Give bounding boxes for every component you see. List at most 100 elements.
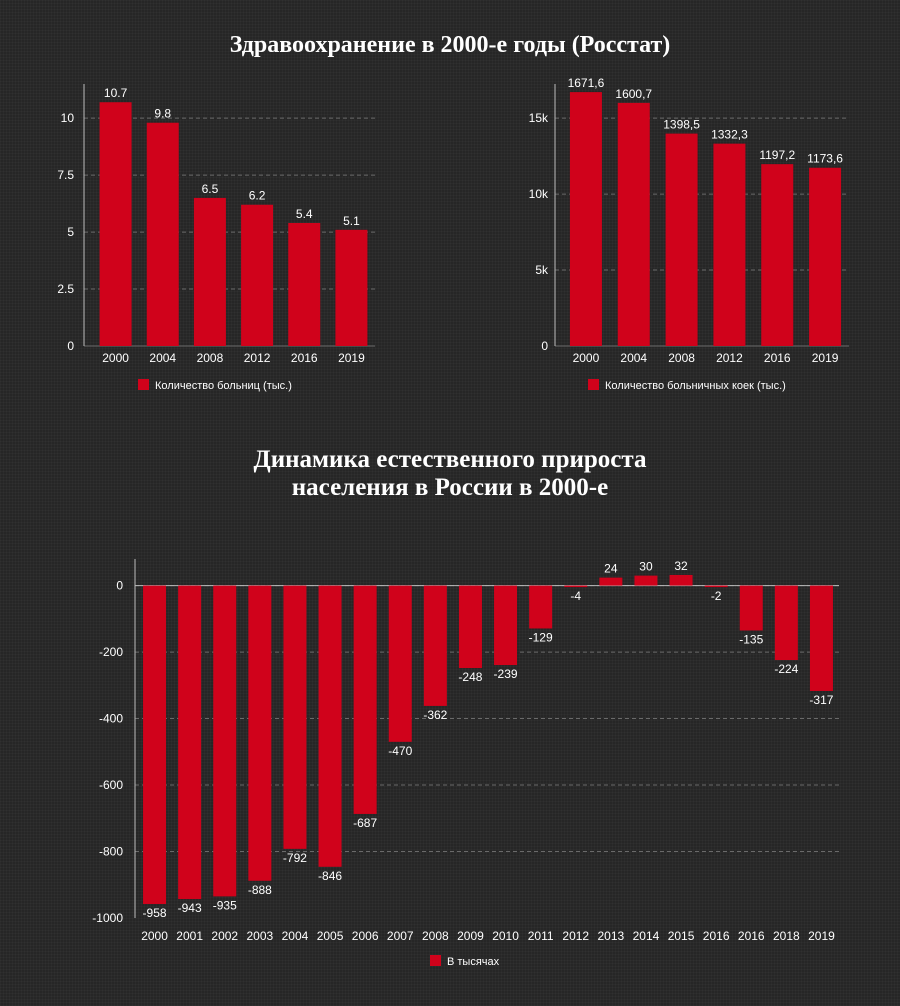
data-label: 1332,3 xyxy=(711,128,748,142)
chart-title-population: Динамика естественного прироста населени… xyxy=(0,446,900,502)
x-tick-label: 2003 xyxy=(246,929,273,943)
bar xyxy=(665,133,698,346)
bar xyxy=(423,585,447,706)
x-tick-label: 2002 xyxy=(211,929,238,943)
bar xyxy=(178,585,202,900)
y-tick-label: -400 xyxy=(99,712,123,726)
data-label: -135 xyxy=(739,632,763,646)
y-tick-label: -1000 xyxy=(92,911,123,925)
x-tick-label: 2006 xyxy=(352,929,379,943)
y-tick-label: 7.5 xyxy=(57,168,74,182)
y-tick-label: -600 xyxy=(99,778,123,792)
bar xyxy=(458,585,482,669)
data-label: -317 xyxy=(809,693,833,707)
bar xyxy=(809,167,842,346)
x-tick-label: 2016 xyxy=(703,929,730,943)
data-label: 9.8 xyxy=(154,107,171,121)
bar xyxy=(564,585,588,588)
x-tick-label: 2019 xyxy=(812,351,839,365)
x-tick-label: 2012 xyxy=(562,929,589,943)
legend-swatch xyxy=(430,955,441,966)
legend-label: Количество больничных коек (тыс.) xyxy=(605,380,786,392)
data-label: 6.2 xyxy=(249,189,266,203)
bar xyxy=(599,577,623,586)
data-label: 1173,6 xyxy=(807,152,843,166)
x-tick-label: 2004 xyxy=(282,929,309,943)
x-tick-label: 2013 xyxy=(597,929,624,943)
x-tick-label: 2007 xyxy=(387,929,414,943)
data-label: -248 xyxy=(458,670,482,684)
y-tick-label: 0 xyxy=(116,579,123,593)
x-tick-label: 2000 xyxy=(573,351,600,365)
bar xyxy=(761,164,794,346)
bar xyxy=(388,585,412,742)
legend-swatch xyxy=(588,379,599,390)
data-label: -2 xyxy=(711,589,722,603)
bar xyxy=(283,585,307,849)
bar xyxy=(143,585,167,905)
bar xyxy=(241,204,274,346)
bar xyxy=(529,585,553,629)
x-tick-label: 2016 xyxy=(738,929,765,943)
bar xyxy=(353,585,377,814)
x-tick-label: 2014 xyxy=(633,929,660,943)
x-tick-label: 2010 xyxy=(492,929,519,943)
x-tick-label: 2011 xyxy=(528,929,554,943)
x-tick-label: 2000 xyxy=(102,351,129,365)
y-tick-label: 10 xyxy=(61,111,75,125)
data-label: -687 xyxy=(353,816,377,830)
bar xyxy=(146,122,179,346)
bar xyxy=(739,585,763,631)
y-tick-label: 2.5 xyxy=(57,282,74,296)
bar xyxy=(669,574,693,586)
y-tick-label: 10k xyxy=(529,187,549,201)
bar xyxy=(318,585,342,867)
x-tick-label: 2019 xyxy=(338,351,365,365)
data-label: 1671,6 xyxy=(568,76,605,90)
legend-swatch xyxy=(138,379,149,390)
x-tick-label: 2016 xyxy=(291,351,318,365)
data-label: 1197,2 xyxy=(759,148,795,162)
y-tick-label: -800 xyxy=(99,845,123,859)
bar xyxy=(809,585,833,691)
data-label: -888 xyxy=(248,883,272,897)
y-tick-label: 0 xyxy=(541,339,548,353)
data-label: -129 xyxy=(529,630,553,644)
x-tick-label: 2019 xyxy=(808,929,835,943)
x-tick-label: 2018 xyxy=(773,929,800,943)
data-label: 30 xyxy=(639,560,653,574)
data-label: 10.7 xyxy=(104,86,128,100)
bar xyxy=(288,222,321,346)
data-label: 1600,7 xyxy=(615,87,652,101)
legend-label: В тысячах xyxy=(447,956,500,968)
bar xyxy=(494,585,518,666)
bar xyxy=(335,229,368,346)
x-tick-label: 2004 xyxy=(149,351,176,365)
data-label: -4 xyxy=(570,589,581,603)
x-tick-label: 2008 xyxy=(668,351,695,365)
bar xyxy=(617,102,650,347)
x-tick-label: 2012 xyxy=(244,351,271,365)
data-label: 6.5 xyxy=(202,182,219,196)
x-tick-label: 2008 xyxy=(422,929,449,943)
x-tick-label: 2008 xyxy=(197,351,224,365)
x-tick-label: 2009 xyxy=(457,929,484,943)
data-label: -470 xyxy=(388,744,412,758)
bar xyxy=(774,585,798,661)
bar xyxy=(193,197,226,346)
x-tick-label: 2015 xyxy=(668,929,695,943)
bar xyxy=(569,92,602,346)
data-label: -239 xyxy=(494,667,518,681)
y-tick-label: 5 xyxy=(67,225,74,239)
bar xyxy=(704,585,728,588)
data-label: -224 xyxy=(774,662,798,676)
x-tick-label: 2012 xyxy=(716,351,743,365)
data-label: -846 xyxy=(318,869,342,883)
chart-title-population-line1: Динамика естественного прироста xyxy=(253,446,647,473)
bar xyxy=(213,585,237,897)
y-tick-label: 15k xyxy=(529,111,549,125)
data-label: 5.1 xyxy=(343,214,360,228)
data-label: 5.4 xyxy=(296,207,313,221)
x-tick-label: 2016 xyxy=(764,351,791,365)
